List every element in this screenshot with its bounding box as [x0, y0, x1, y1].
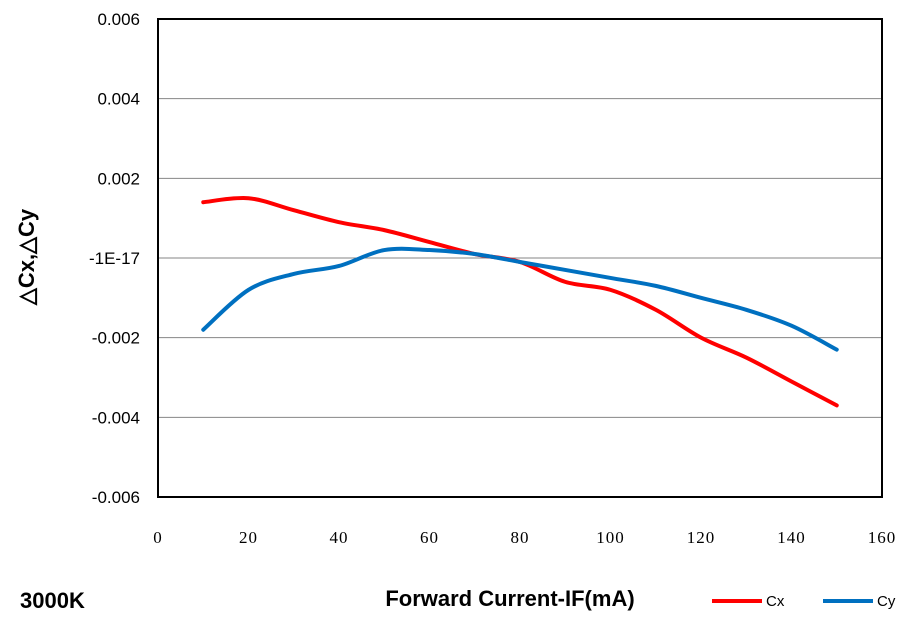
y-axis-label: △Cx,△Cy: [14, 208, 39, 306]
x-tick-label: 80: [511, 528, 530, 547]
y-tick-label: 0.002: [97, 169, 140, 188]
x-tick-label: 120: [687, 528, 716, 547]
x-tick-label: 60: [420, 528, 439, 547]
x-axis-label: Forward Current-IF(mA): [385, 586, 634, 611]
y-tick-label: -1E-17: [89, 249, 140, 268]
x-tick-label: 100: [596, 528, 625, 547]
legend: Cx Cy: [712, 593, 896, 610]
y-tick-labels: 0.006 0.004 0.002 -1E-17 -0.002 -0.004 -0.006: [89, 10, 140, 507]
x-tick-label: 0: [153, 528, 163, 547]
series-line-cx: [201, 196, 839, 408]
x-tick-label: 20: [239, 528, 258, 547]
series-line-cy: [201, 246, 839, 352]
x-tick-label: 40: [330, 528, 349, 547]
legend-label-cy: Cy: [877, 593, 896, 610]
plot-frame: [157, 18, 883, 498]
y-tick-label: 0.004: [97, 90, 140, 109]
legend-label-cx: Cx: [766, 593, 785, 610]
grid-lines: [158, 98, 882, 418]
y-tick-label: -0.006: [92, 488, 140, 507]
temperature-annotation: 3000K: [20, 588, 85, 613]
y-tick-label: 0.006: [97, 10, 140, 29]
y-tick-label: -0.004: [92, 408, 140, 427]
x-tick-labels: 0 20 40 60 80 100 120 140 160: [153, 528, 897, 547]
x-tick-label: 160: [868, 528, 897, 547]
x-tick-label: 140: [777, 528, 806, 547]
y-tick-label: -0.002: [92, 329, 140, 348]
series-lines: [201, 196, 839, 408]
